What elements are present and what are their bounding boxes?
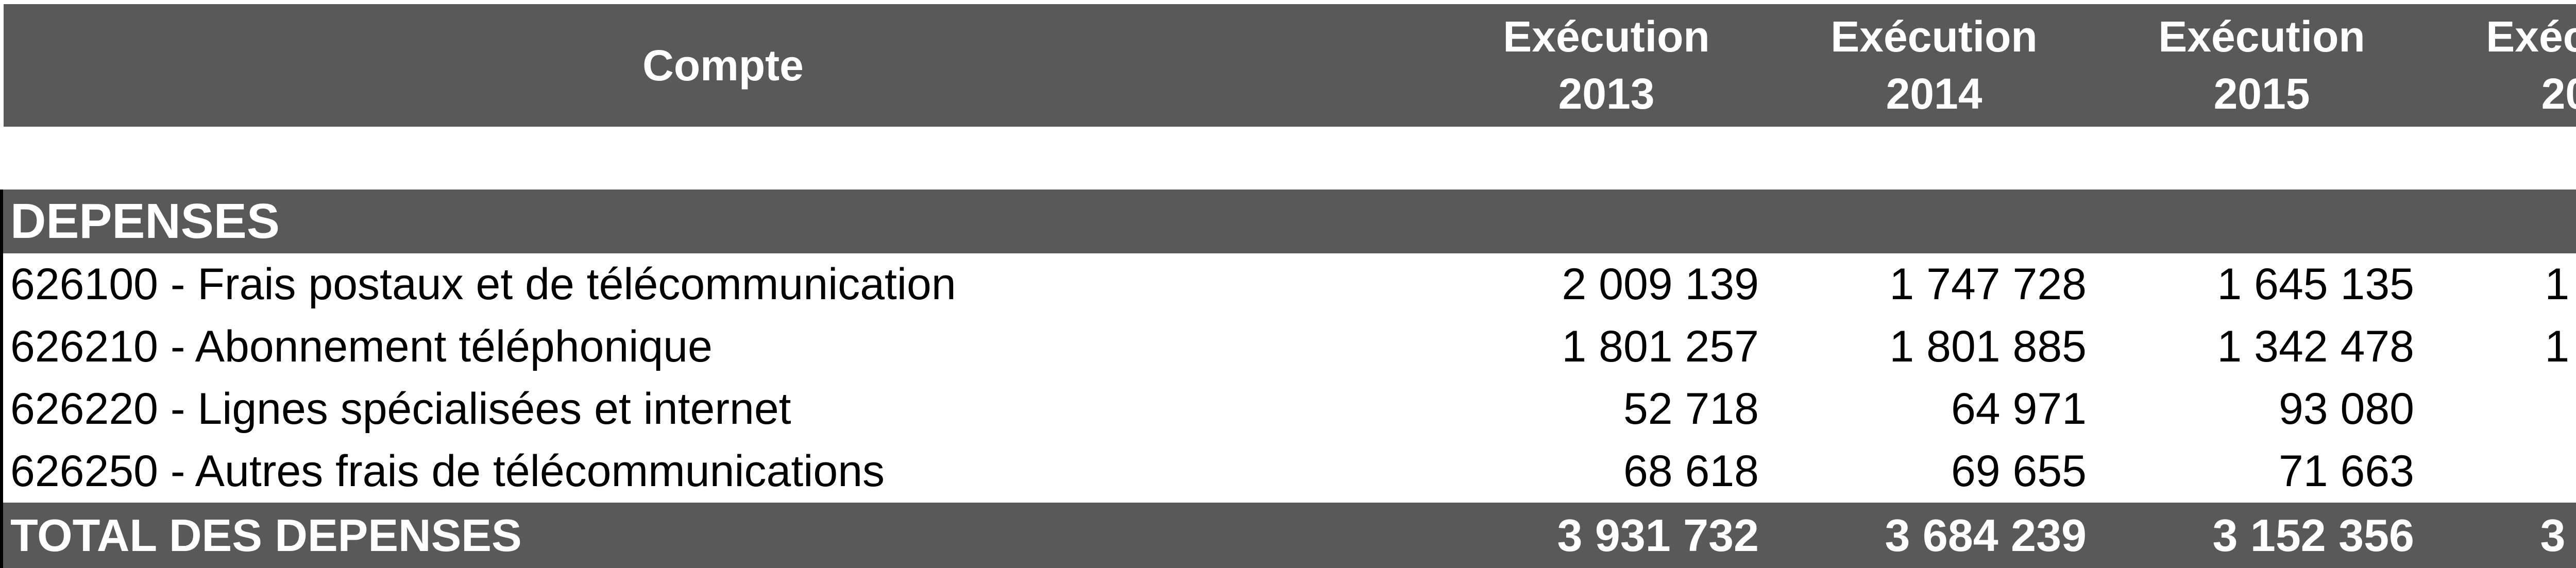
total-2014: 3 684 239: [1885, 509, 2087, 561]
value-2015: 93 080: [2278, 384, 2414, 434]
value-2014: 69 655: [1951, 446, 2087, 496]
row-label: 626100 - Frais postaux et de télécommuni…: [10, 260, 956, 309]
column-header-year-2013: 2013: [1558, 70, 1655, 118]
column-header-year-2014: 2014: [1886, 70, 1982, 118]
row-label: 626250 - Autres frais de télécommunicati…: [10, 446, 885, 496]
value-2013: 52 718: [1623, 384, 1759, 434]
value-2014: 64 971: [1951, 384, 2087, 434]
section-header-depenses: DEPENSES: [3, 190, 2576, 253]
table-row-626100: 626100 - Frais postaux et de télécommuni…: [3, 253, 2576, 316]
column-header-execution-2016: Exécution 2016: [2426, 8, 2576, 123]
value-2013: 68 618: [1623, 446, 1759, 496]
column-header-year-2015: 2015: [2213, 70, 2310, 118]
column-header-compte: Compte: [642, 41, 804, 90]
value-2013: 1 801 257: [1562, 322, 1759, 371]
row-label: 626220 - Lignes spécialisées et internet: [10, 384, 791, 434]
column-header-execution-label: Exécution: [1831, 12, 2038, 61]
column-header-execution-2015: Exécution 2015: [2098, 8, 2426, 123]
column-header-execution-2013: Exécution 2013: [1443, 8, 1770, 123]
value-2014: 1 747 728: [1889, 260, 2087, 309]
total-row: TOTAL DES DEPENSES 3 931 732 3 684 239 3…: [3, 503, 2576, 568]
row-label: 626210 - Abonnement téléphonique: [10, 322, 713, 371]
column-header-execution-label: Exécution: [2158, 12, 2365, 61]
value-2016: 87 533: [2426, 384, 2576, 435]
value-2015: 1 342 478: [2217, 322, 2414, 371]
value-2016: 1 772 634: [2545, 260, 2576, 309]
column-header-execution-2014: Exécution 2014: [1770, 8, 2098, 123]
value-2015: 71 663: [2278, 446, 2414, 496]
total-2015: 3 152 356: [2212, 509, 2415, 561]
table-row-626220: 626220 - Lignes spécialisées et internet…: [3, 378, 2576, 440]
table-body: DEPENSES 626100 - Frais postaux et de té…: [0, 190, 2576, 568]
table-row-626210: 626210 - Abonnement téléphonique 1 801 2…: [3, 316, 2576, 378]
column-header-execution-label: Exécution: [2486, 12, 2576, 61]
column-header-execution-label: Exécution: [1503, 12, 1710, 61]
total-2016: 3 428 669: [2540, 509, 2576, 561]
value-2015: 1 645 135: [2217, 260, 2414, 309]
value-2016: 1 499 801: [2545, 322, 2576, 371]
value-2014: 1 801 885: [1889, 322, 2087, 371]
value-2016: 68 701: [2426, 446, 2576, 497]
table-header-row: Compte Exécution 2013 Exécution 2014 Exé…: [4, 4, 2576, 127]
table-row-626250: 626250 - Autres frais de télécommunicati…: [3, 440, 2576, 503]
total-2013: 3 931 732: [1557, 509, 1759, 561]
total-label: TOTAL DES DEPENSES: [10, 509, 522, 561]
value-2013: 2 009 139: [1562, 260, 1759, 309]
column-header-year-2016: 2016: [2541, 70, 2576, 118]
